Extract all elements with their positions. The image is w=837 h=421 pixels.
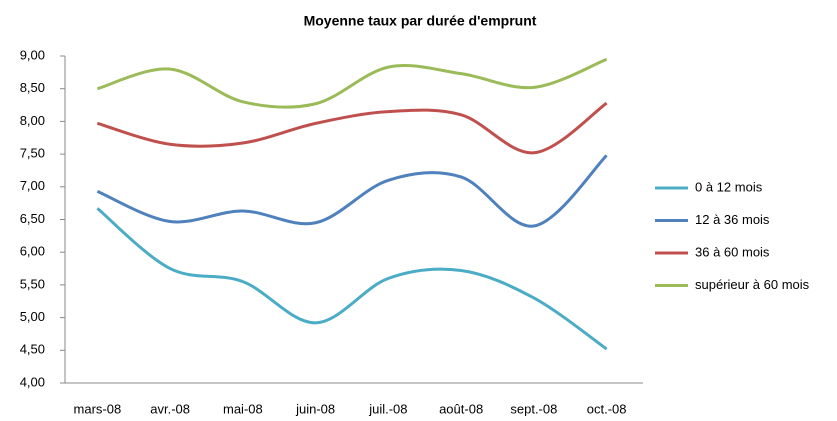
legend-label: 12 à 36 mois (695, 212, 770, 227)
series-line (96, 101, 608, 155)
legend-label: supérieur à 60 mois (695, 277, 810, 292)
legend-label: 36 à 60 mois (695, 244, 770, 259)
chart-title: Moyenne taux par durée d'emprunt (304, 13, 537, 29)
x-tick-label: juil.-08 (368, 401, 407, 416)
y-tick-label: 4,50 (20, 342, 45, 357)
series-line (96, 154, 608, 228)
y-tick-label: 7,00 (20, 178, 45, 193)
y-tick-label: 8,00 (20, 113, 45, 128)
y-tick-label: 8,50 (20, 80, 45, 95)
y-tick-label: 9,00 (20, 47, 45, 62)
y-tick-label: 5,00 (20, 309, 45, 324)
x-tick-label: juin-08 (295, 401, 335, 416)
x-tick-label: mars-08 (74, 401, 122, 416)
series-line (96, 207, 608, 351)
legend-label: 0 à 12 mois (695, 179, 763, 194)
x-tick-label: sept.-08 (510, 401, 557, 416)
x-tick-label: avr.-08 (150, 401, 190, 416)
y-tick-label: 5,50 (20, 276, 45, 291)
y-tick-label: 6,50 (20, 211, 45, 226)
x-tick-label: mai-08 (223, 401, 263, 416)
y-tick-label: 7,50 (20, 146, 45, 161)
x-tick-label: oct.-08 (587, 401, 627, 416)
y-tick-label: 4,00 (20, 374, 45, 389)
x-tick-label: août-08 (439, 401, 483, 416)
series-line (96, 57, 608, 109)
y-tick-label: 6,00 (20, 244, 45, 259)
